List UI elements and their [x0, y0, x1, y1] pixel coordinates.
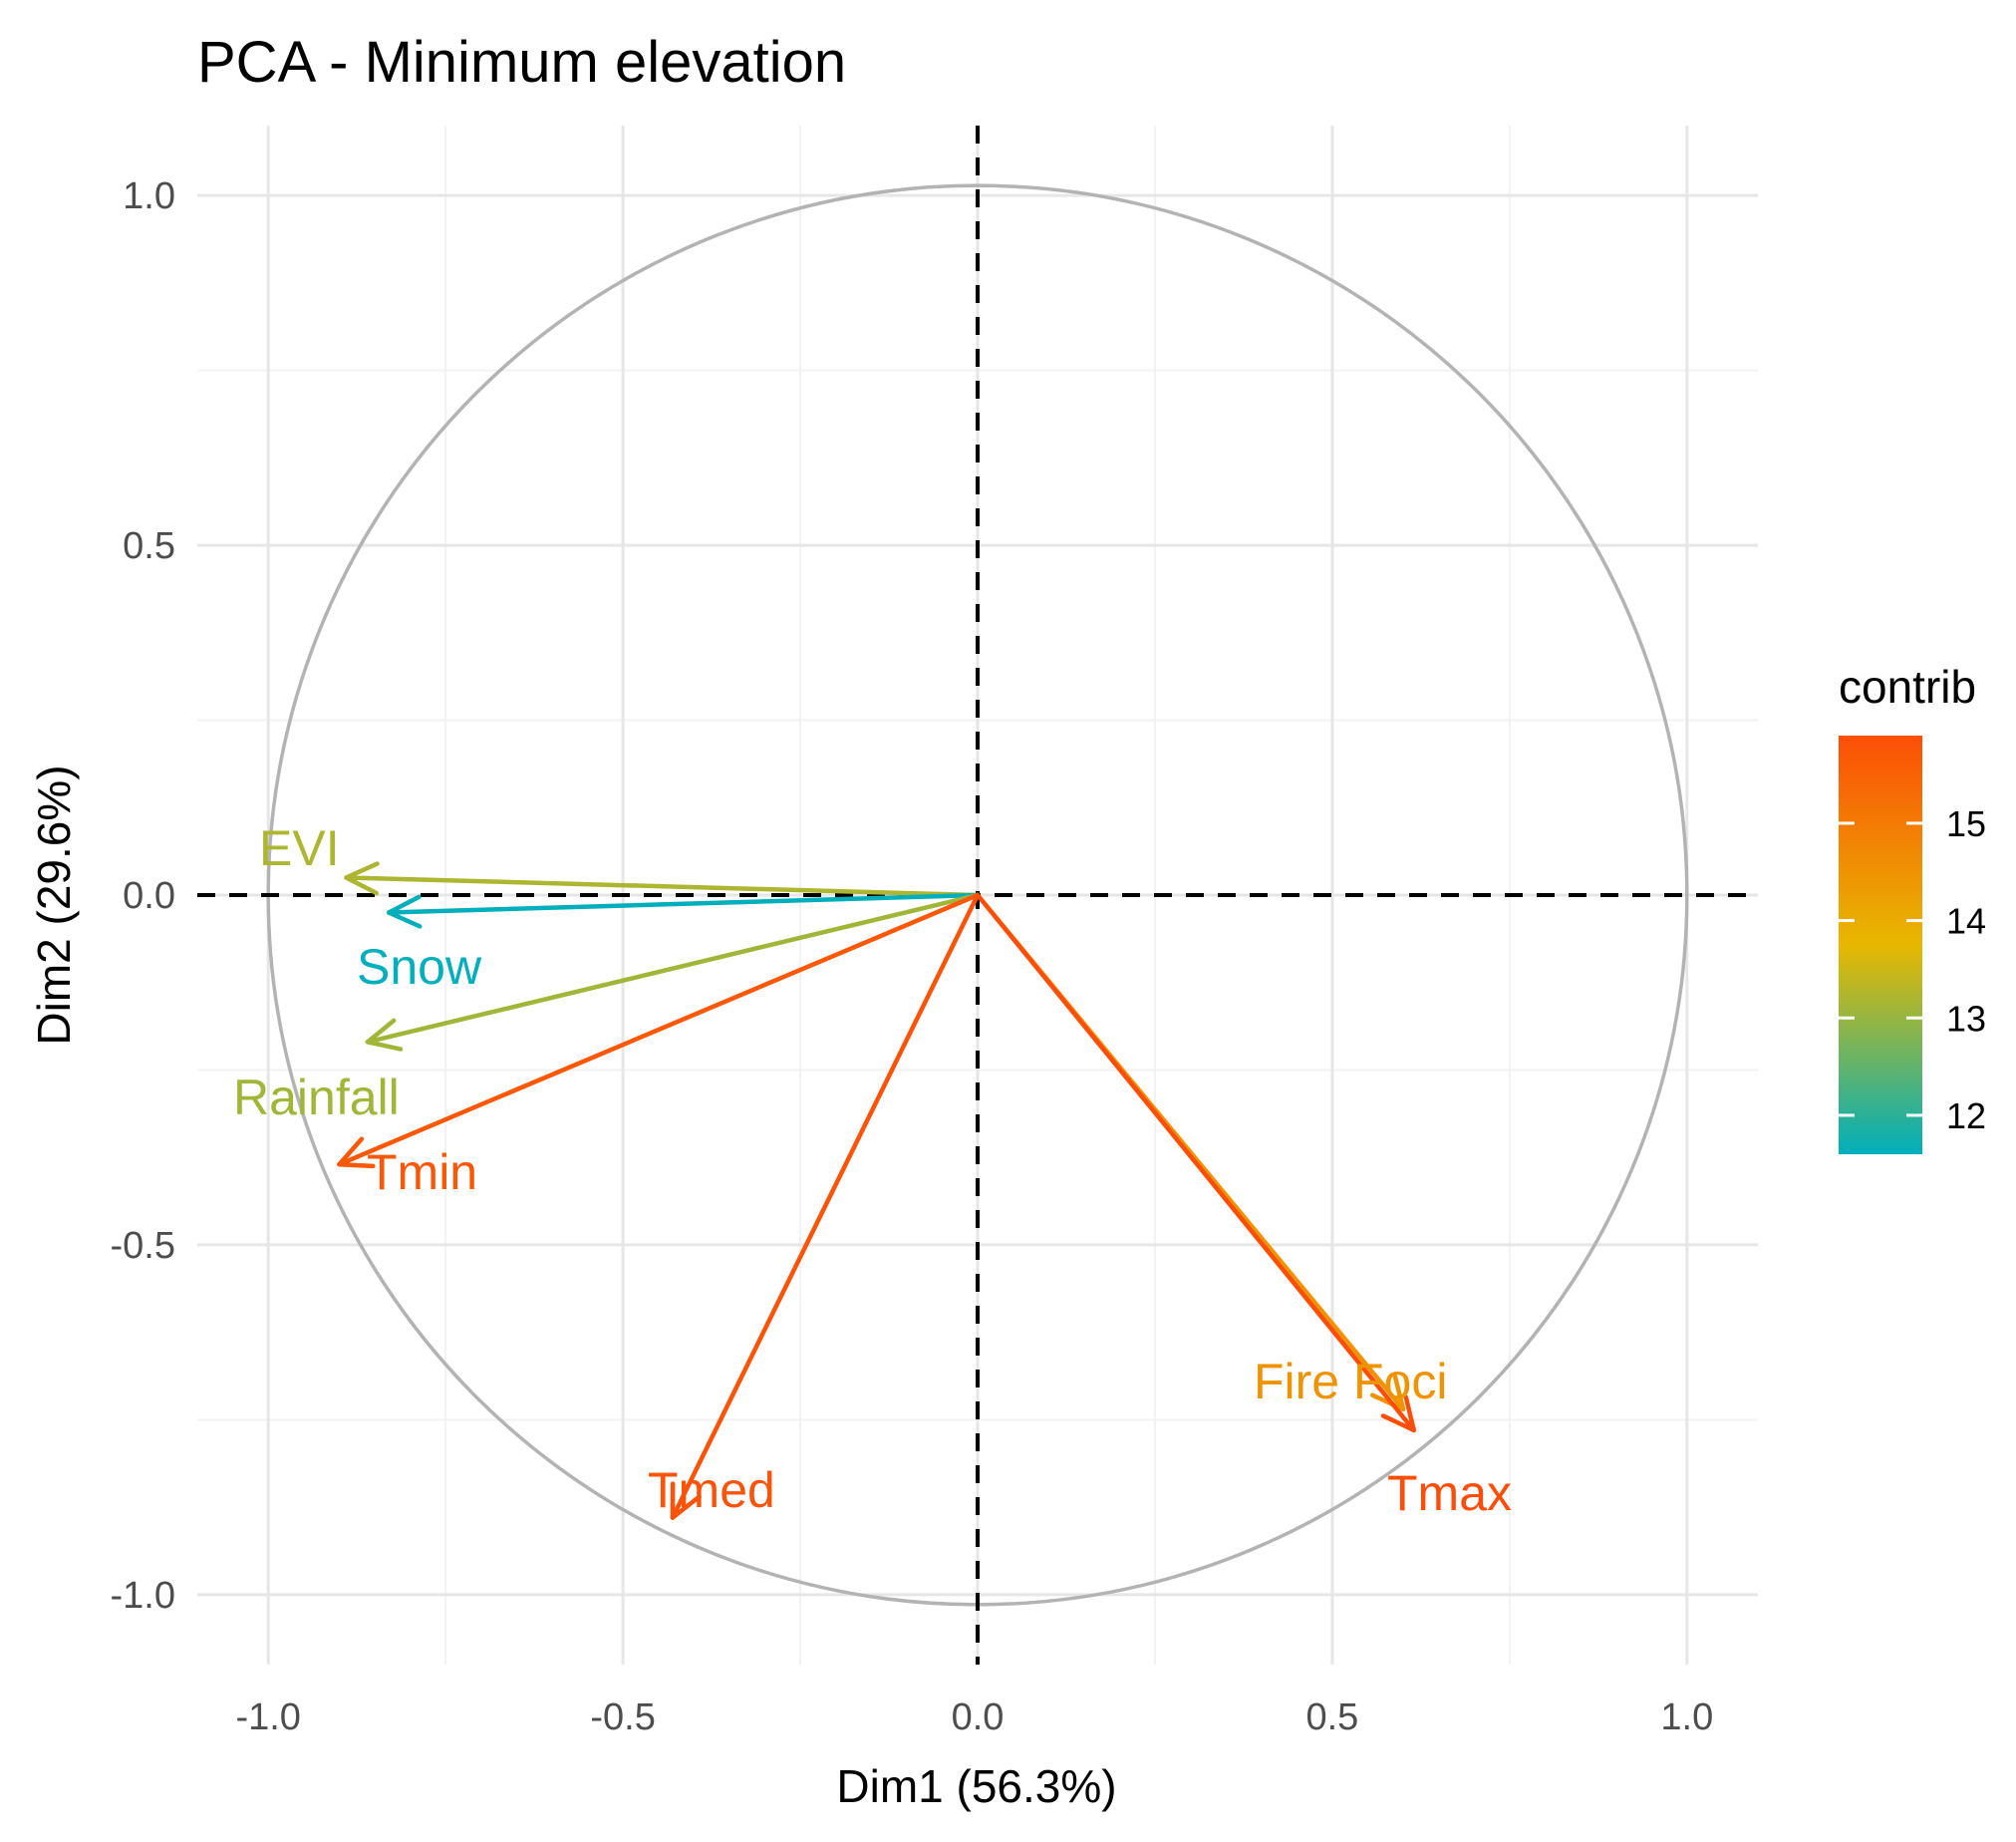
y-tick-label: 0.5	[123, 525, 175, 567]
x-tick-label: -1.0	[235, 1696, 300, 1738]
arrowhead-evi	[344, 861, 380, 896]
label-evi: EVI	[259, 820, 340, 876]
x-axis-title: Dim1 (56.3%)	[836, 1760, 1116, 1812]
legend-ticks: 12 13 14 15	[1839, 803, 1986, 1136]
arrow-tmed	[670, 892, 981, 1520]
arrowhead-tmin	[337, 1136, 376, 1169]
arrowhead-snow	[386, 894, 423, 929]
arrowhead-tmax	[1380, 1394, 1417, 1433]
legend: contrib 12 13 14 15	[1839, 661, 1986, 1154]
variable-labels: EVI Snow Rainfall Tmin Tmed Fire Foci Tmax	[233, 820, 1512, 1521]
legend-colorbar	[1839, 736, 1922, 1154]
label-rainfall: Rainfall	[233, 1070, 400, 1125]
y-axis-tick-labels: -1.0 -0.5 0.0 0.5 1.0	[111, 175, 175, 1617]
arrow-snow	[386, 892, 981, 915]
label-tmin: Tmin	[367, 1144, 477, 1200]
y-tick-label: 1.0	[123, 175, 175, 217]
arrow-tmin	[337, 892, 981, 1167]
legend-tick-label: 13	[1946, 998, 1986, 1039]
x-tick-label: 0.0	[952, 1696, 1005, 1738]
chart-title: PCA - Minimum elevation	[197, 30, 846, 95]
y-tick-label: 0.0	[123, 875, 175, 917]
arrowhead-fire-foci	[1369, 1374, 1406, 1412]
legend-title: contrib	[1839, 661, 1976, 713]
legend-tick-label: 15	[1946, 803, 1986, 844]
arrow-rainfall	[365, 892, 981, 1045]
label-tmax: Tmax	[1387, 1465, 1512, 1521]
x-axis-tick-labels: -1.0 -0.5 0.0 0.5 1.0	[235, 1696, 1713, 1738]
arrow-tmax	[975, 892, 1417, 1433]
y-tick-label: -0.5	[111, 1225, 175, 1267]
legend-tick-label: 12	[1946, 1095, 1986, 1136]
y-axis-title: Dim2 (29.6%)	[28, 765, 80, 1045]
x-tick-label: 0.5	[1305, 1696, 1358, 1738]
label-tmed: Tmed	[648, 1462, 775, 1518]
x-tick-label: -0.5	[590, 1696, 655, 1738]
arrowhead-tmed	[670, 1481, 702, 1520]
arrowhead-rainfall	[365, 1018, 404, 1052]
label-snow: Snow	[357, 939, 482, 995]
label-fire-foci: Fire Foci	[1254, 1354, 1447, 1409]
y-tick-label: -1.0	[111, 1575, 175, 1617]
variable-arrows	[337, 861, 1417, 1520]
arrow-evi	[344, 875, 981, 898]
x-tick-label: 1.0	[1660, 1696, 1713, 1738]
legend-tick-label: 14	[1946, 901, 1986, 942]
